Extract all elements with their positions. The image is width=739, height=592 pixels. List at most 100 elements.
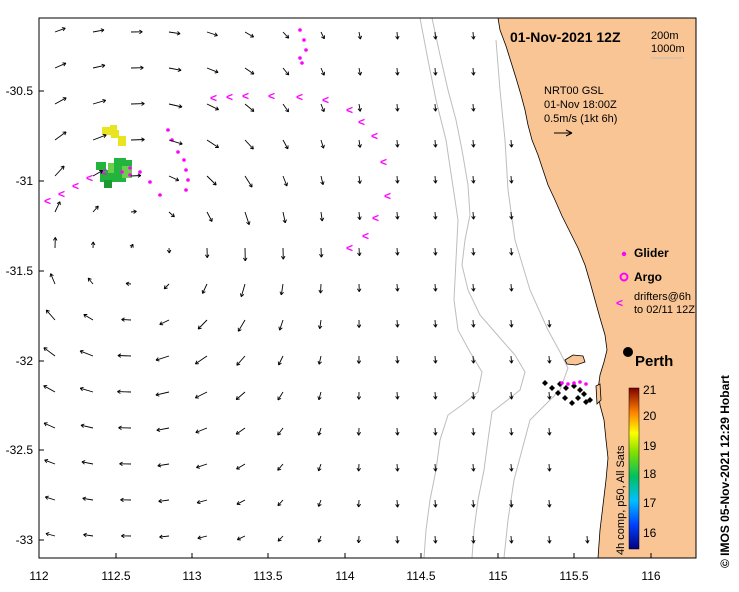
current-arrow	[471, 247, 476, 256]
drifter-chevron: <	[362, 229, 369, 243]
current-arrow	[54, 165, 65, 177]
current-arrow	[395, 427, 400, 436]
y-axis: -30.5 -31 -31.5 -32 -32.5 -33	[6, 84, 44, 547]
current-arrow	[239, 283, 246, 298]
glider-point	[549, 385, 555, 391]
current-arrow	[54, 27, 66, 33]
perth-marker	[623, 347, 633, 357]
current-arrow	[155, 355, 170, 362]
current-arrow	[547, 319, 552, 328]
current-arrow	[395, 463, 400, 472]
current-arrow	[244, 175, 253, 188]
current-arrow	[129, 243, 134, 249]
current-arrow	[395, 499, 400, 508]
drifter-chevron: <	[346, 103, 353, 117]
drifter-chevron: <	[372, 211, 379, 225]
drifter-point	[304, 48, 308, 52]
drifter-point	[186, 178, 190, 182]
y-tick-label: -32.5	[6, 443, 34, 457]
current-arrow	[44, 459, 56, 465]
current-arrow	[243, 247, 248, 262]
vector-scale-arrow	[554, 129, 573, 137]
current-arrow	[509, 463, 514, 472]
drifter-chevron: <	[322, 93, 329, 107]
current-arrow	[159, 534, 170, 540]
current-arrow	[163, 283, 170, 290]
y-tick-label: -31	[16, 174, 34, 188]
current-arrow	[155, 391, 170, 397]
argo-legend-icon	[619, 272, 629, 282]
current-arrow	[118, 425, 132, 430]
current-arrow	[244, 67, 255, 75]
current-arrow	[320, 175, 325, 186]
current-arrow	[117, 389, 132, 394]
current-arrow	[197, 319, 208, 330]
x-tick-label: 115	[488, 569, 507, 583]
current-arrow	[125, 281, 132, 286]
current-arrow	[236, 355, 246, 366]
current-arrow	[547, 355, 552, 364]
drifter-chevron: <	[44, 194, 51, 208]
drifter-point	[298, 56, 302, 60]
drifter-chevron: <	[72, 179, 79, 193]
current-arrow	[318, 283, 323, 294]
current-arrow	[130, 29, 143, 35]
current-arrow	[471, 103, 476, 112]
current-arrow	[320, 67, 326, 76]
current-arrow	[395, 283, 400, 292]
current-arrow	[79, 386, 94, 393]
contour-200m	[431, 18, 526, 558]
current-arrow	[356, 535, 361, 544]
current-arrow	[159, 319, 170, 326]
current-arrow	[236, 535, 246, 541]
current-arrow	[282, 103, 289, 113]
current-arrow	[509, 319, 514, 328]
glider-point	[542, 380, 548, 386]
credit-text: © IMOS 05-Nov-2021 12:29 Hobart	[718, 375, 732, 568]
current-arrow	[54, 62, 67, 69]
current-arrow	[237, 319, 246, 332]
drifter-chevron: <	[210, 91, 217, 105]
current-arrow	[433, 139, 438, 148]
current-arrow	[236, 499, 246, 505]
current-arrow	[201, 283, 208, 294]
current-arrow	[395, 103, 400, 112]
current-arrow	[357, 103, 362, 112]
glider-legend-icon	[621, 251, 627, 257]
drifter-point	[302, 38, 306, 42]
drifter-point	[184, 168, 188, 172]
current-arrow	[433, 67, 438, 76]
colorbar: 21 20 19 18 17 16 4h comp, p50, All Sats	[615, 383, 657, 555]
current-arrow	[92, 133, 107, 141]
x-axis: 112 112.5 113 113.5 114 114.5 115 115.5 116	[29, 553, 661, 583]
current-arrow	[282, 211, 287, 224]
current-arrow	[54, 97, 67, 105]
current-arrow	[471, 535, 476, 544]
current-arrow	[166, 247, 172, 254]
x-tick-label: 115.5	[559, 569, 588, 583]
drifter-point	[300, 61, 304, 65]
current-arrow	[317, 391, 322, 401]
current-arrow	[278, 319, 284, 331]
drifter-chevron: <	[371, 129, 378, 143]
current-arrow	[157, 463, 170, 468]
current-arrow	[320, 139, 325, 149]
current-arrow	[87, 277, 94, 285]
vector-time-label: 01-Nov 18:00Z	[544, 99, 617, 111]
current-arrow	[244, 103, 255, 112]
glider-point	[555, 390, 561, 396]
current-arrow	[49, 273, 56, 285]
current-arrow	[471, 67, 476, 76]
current-arrow	[433, 211, 438, 220]
drifter-chevron: <	[380, 155, 387, 169]
current-arrow	[317, 355, 322, 365]
glider-point	[569, 400, 575, 406]
current-arrow	[547, 499, 552, 508]
drifter-chevron: <	[296, 90, 303, 104]
current-arrow	[320, 31, 326, 40]
current-arrow	[317, 319, 323, 329]
current-arrow	[509, 175, 514, 184]
current-arrow	[356, 427, 361, 436]
current-arrow	[319, 211, 325, 222]
y-tick-label: -30.5	[6, 84, 34, 98]
